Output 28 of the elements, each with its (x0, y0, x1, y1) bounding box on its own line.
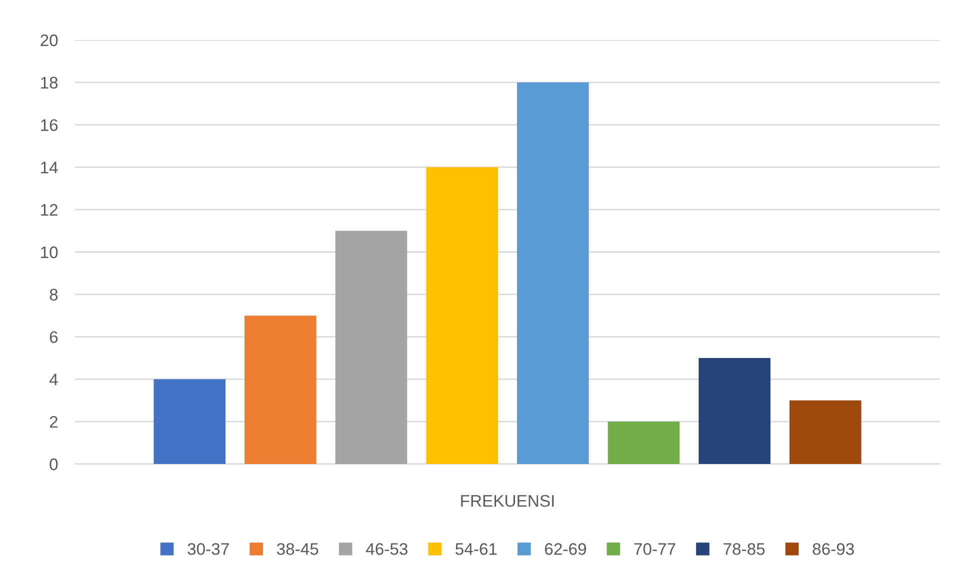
y-tick-label: 16 (41, 119, 58, 132)
bar (426, 167, 498, 464)
legend-label: 86-93 (812, 543, 854, 555)
y-tick-label: 10 (41, 246, 58, 258)
y-tick-label: 0 (50, 458, 58, 470)
bar (154, 379, 226, 464)
y-tick-label: 6 (50, 331, 58, 344)
legend-label: 54-61 (456, 543, 497, 555)
y-tick-label: 18 (41, 76, 58, 89)
y-tick-label: 8 (50, 288, 58, 301)
bar (698, 358, 770, 464)
legend-label: 30-37 (188, 543, 229, 555)
legend-label: 70-77 (634, 543, 676, 555)
legend-label: 62-69 (545, 543, 586, 555)
bar (789, 400, 862, 464)
legend-label: 46-53 (366, 543, 408, 555)
bar (335, 230, 408, 464)
legend-label: 78-85 (724, 543, 765, 555)
y-tick-label: 12 (41, 204, 58, 216)
y-tick-label: 20 (40, 34, 58, 46)
bar (517, 82, 589, 464)
x-tick-label: FREKUENSI (461, 494, 554, 507)
y-tick-label: 2 (50, 416, 58, 428)
legend-label: 38-45 (276, 543, 318, 555)
bar (608, 422, 680, 464)
bar (244, 316, 316, 464)
y-tick-label: 4 (49, 374, 58, 386)
y-tick-label: 14 (41, 162, 58, 174)
